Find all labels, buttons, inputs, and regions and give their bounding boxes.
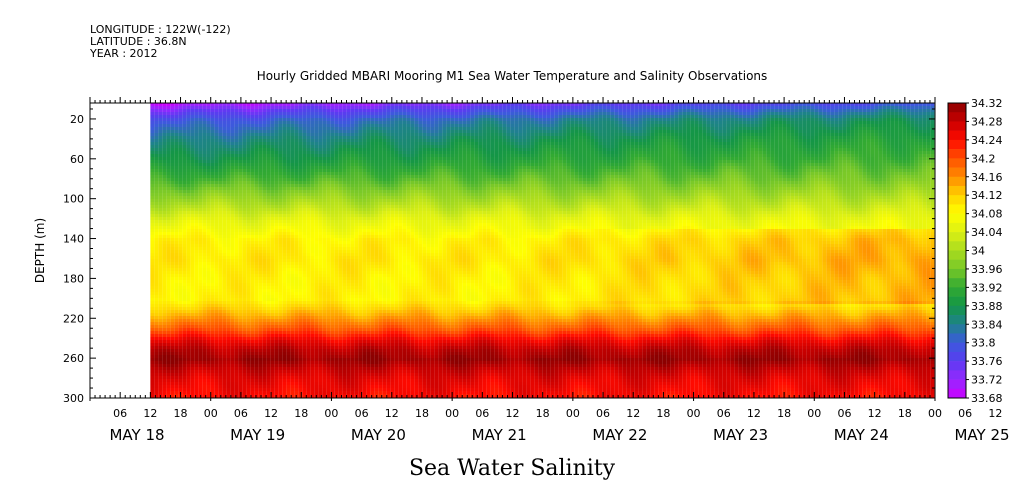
x-tick-label: 00: [445, 407, 459, 420]
y-tick-label: 100: [63, 193, 84, 206]
x-tick-label: 00: [566, 407, 580, 420]
colorbar-label: 34.28: [971, 115, 1003, 128]
x-tick-label: 00: [928, 407, 942, 420]
longitude-label: LONGITUDE : 122W(-122): [90, 24, 231, 36]
x-tick-label: 12: [264, 407, 278, 420]
colorbar-label: 34.04: [971, 226, 1003, 239]
y-tick-label: 60: [70, 153, 84, 166]
salinity-contour-field: [90, 103, 935, 398]
x-tick-label: 18: [656, 407, 670, 420]
colorbar-label: 33.92: [971, 281, 1003, 294]
x-day-label: MAY 18: [109, 426, 164, 444]
colorbar-label: 34: [971, 245, 985, 258]
colorbar-label: 33.76: [971, 355, 1003, 368]
y-tick-label: 300: [63, 392, 84, 405]
x-day-label: MAY 19: [230, 426, 285, 444]
x-tick-label: 12: [385, 407, 399, 420]
x-tick-label: 12: [868, 407, 882, 420]
latitude-label: LATITUDE : 36.8N: [90, 36, 187, 48]
x-day-label: MAY 24: [834, 426, 889, 444]
x-tick-label: 18: [777, 407, 791, 420]
x-day-label: MAY 22: [592, 426, 647, 444]
x-day-label: MAY 21: [472, 426, 527, 444]
x-day-label: MAY 25: [954, 426, 1009, 444]
colorbar-label: 33.72: [971, 374, 1003, 387]
x-axis-label: Sea Water Salinity: [409, 456, 616, 481]
y-tick-label: 260: [63, 352, 84, 365]
x-tick-label: 18: [294, 407, 308, 420]
x-tick-label: 12: [506, 407, 520, 420]
x-tick-label: 06: [113, 407, 127, 420]
colorbar-label: 33.68: [971, 392, 1003, 405]
x-day-label: MAY 20: [351, 426, 406, 444]
colorbar-label: 34.32: [971, 97, 1003, 110]
x-tick-label: 12: [626, 407, 640, 420]
colorbar-label: 33.8: [971, 337, 996, 350]
colorbar-label: 34.24: [971, 134, 1003, 147]
x-tick-label: 00: [324, 407, 338, 420]
y-tick-label: 20: [70, 113, 84, 126]
y-axis: 20 60 100 140 180 220 260 300: [63, 108, 935, 405]
y-tick-label: 180: [63, 272, 84, 285]
colorbar-label: 34.12: [971, 189, 1003, 202]
colorbar: 34.32 34.28 34.24 34.2 34.16 34.12 34.08 34.04 3…: [947, 97, 1003, 405]
colorbar-label: 34.16: [971, 171, 1003, 184]
x-tick-label: 18: [415, 407, 429, 420]
y-tick-label: 140: [63, 233, 84, 246]
x-tick-label: 00: [687, 407, 701, 420]
colorbar-label: 34.2: [971, 152, 996, 165]
x-tick-label: 06: [475, 407, 489, 420]
x-tick-label: 18: [174, 407, 188, 420]
x-tick-label: 12: [143, 407, 157, 420]
x-tick-label: 12: [988, 407, 1002, 420]
x-tick-label: 06: [355, 407, 369, 420]
x-tick-label: 18: [898, 407, 912, 420]
colorbar-label: 33.84: [971, 318, 1003, 331]
x-tick-label: 06: [234, 407, 248, 420]
x-tick-label: 18: [536, 407, 550, 420]
x-tick-label: 06: [837, 407, 851, 420]
x-tick-label: 00: [807, 407, 821, 420]
colorbar-label: 33.88: [971, 300, 1003, 313]
colorbar-label: 33.96: [971, 263, 1003, 276]
x-tick-label: 06: [596, 407, 610, 420]
x-tick-label: 12: [747, 407, 761, 420]
year-label: YEAR : 2012: [90, 48, 158, 60]
x-tick-label: 06: [717, 407, 731, 420]
x-axis: 06 12 18 00 06 12 18 00 06 12 18 00 06 12 18 00 06 12 18 00…: [89, 97, 1009, 444]
x-tick-label: 00: [204, 407, 218, 420]
y-axis-label: DEPTH (m): [33, 218, 47, 283]
colorbar-label: 34.08: [971, 208, 1003, 221]
y-tick-label: 220: [63, 312, 84, 325]
chart-title: Hourly Gridded MBARI Mooring M1 Sea Wate…: [257, 69, 768, 83]
x-tick-label: 06: [958, 407, 972, 420]
x-day-label: MAY 23: [713, 426, 768, 444]
